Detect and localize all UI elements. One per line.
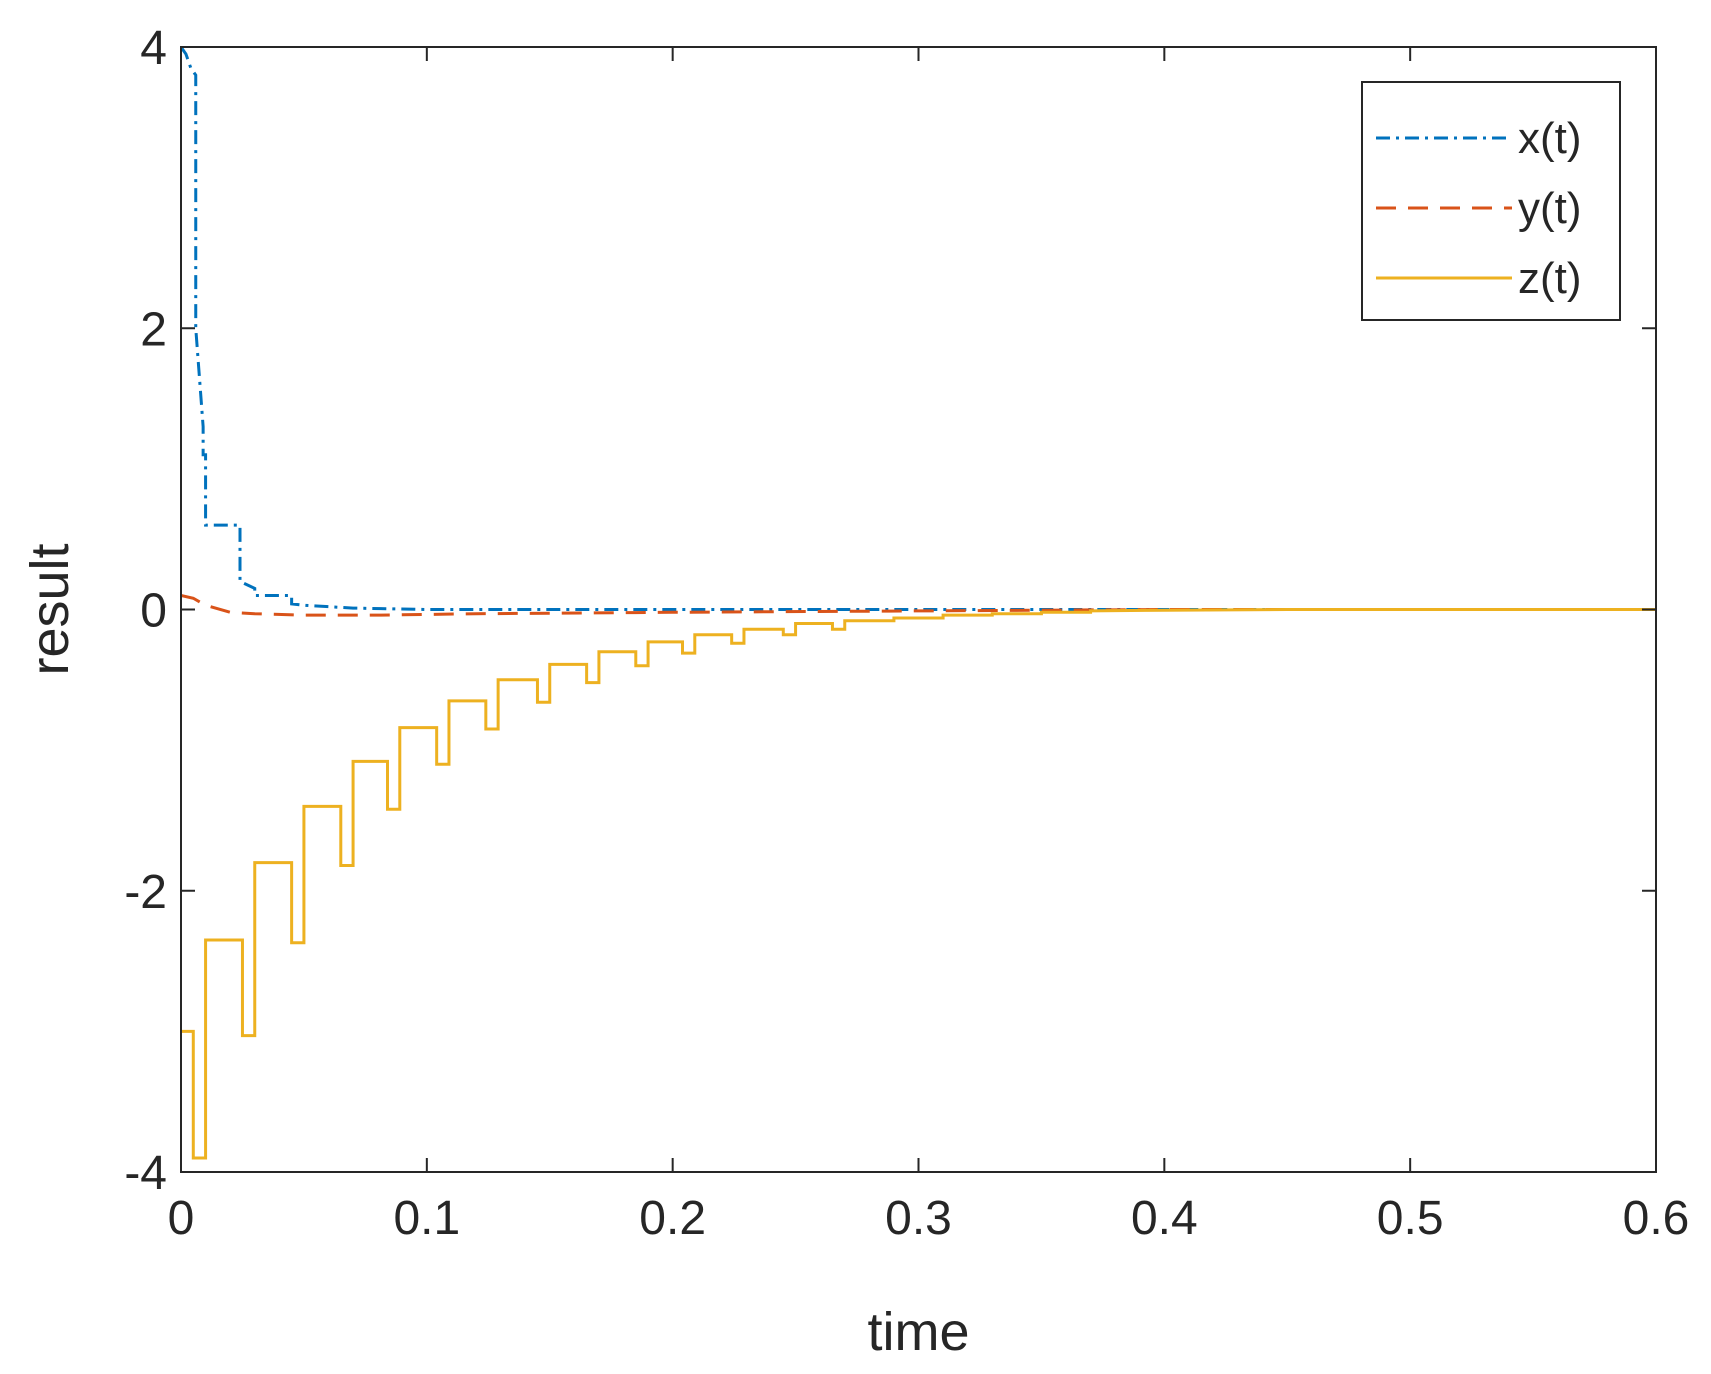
series-line-yt (181, 593, 1656, 617)
series-line-zt (181, 608, 1656, 1160)
y-tick-label: 2 (140, 303, 167, 356)
y-tick-label: 4 (140, 22, 167, 75)
y-tick-label: -4 (124, 1147, 167, 1200)
legend: x(t) y(t) z(t) (1361, 81, 1621, 321)
y-axis-label: result (20, 543, 80, 675)
x-tick-label: 0.1 (393, 1192, 460, 1245)
legend-box (1361, 81, 1621, 321)
x-tick-label: 0.5 (1377, 1192, 1444, 1245)
y-tick-label: -2 (124, 866, 167, 919)
x-tick-label: 0.2 (639, 1192, 706, 1245)
axes: 0 0.1 0.2 0.3 0.4 0.5 0.6 -4 -2 0 2 4 (124, 22, 1689, 1245)
x-tick-label: 0.4 (1131, 1192, 1198, 1245)
legend-label: y(t) (1518, 184, 1582, 233)
series-line-xt (181, 46, 1656, 611)
legend-label: x(t) (1518, 114, 1582, 163)
legend-label: z(t) (1518, 254, 1582, 303)
x-tick-label: 0.6 (1623, 1192, 1690, 1245)
x-tick-label: 0.3 (885, 1192, 952, 1245)
y-tick-label: 0 (140, 585, 167, 638)
x-axis-label: time (867, 1302, 969, 1362)
x-tick-label: 0 (168, 1192, 195, 1245)
